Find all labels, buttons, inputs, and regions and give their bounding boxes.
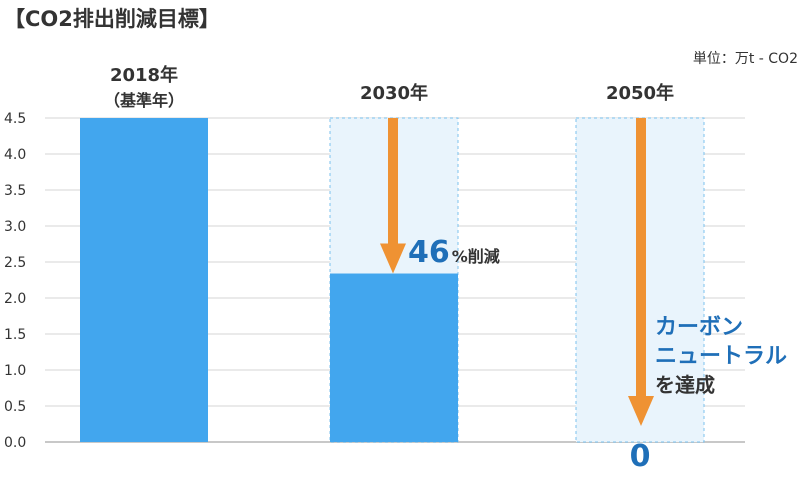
chart-title: 【CO2排出削減目標】 xyxy=(4,7,220,31)
neutral-line-1: カーボン xyxy=(655,315,743,340)
category-label: 2030年 xyxy=(360,82,428,104)
reduction-percent-text: %削減 xyxy=(452,247,500,266)
y-tick-label: 2.5 xyxy=(4,255,26,271)
unit-label: 単位：万t - CO2 xyxy=(693,51,798,67)
y-axis-ticks: 4.5 4.0 3.5 3.0 2.5 2.0 1.5 1.0 0.5 0.0 xyxy=(4,111,26,451)
y-tick-label: 1.5 xyxy=(4,327,26,343)
neutral-line-3: を達成 xyxy=(655,373,715,397)
zero-value-label: 0 xyxy=(630,439,651,474)
y-tick-label: 3.0 xyxy=(4,219,26,235)
svg-text:46%削減: 46 %削減 xyxy=(408,235,500,270)
reduction-arrow-2030年 xyxy=(380,118,406,274)
category-sublabel: （基準年） xyxy=(104,91,184,110)
y-tick-label: 0.0 xyxy=(4,435,26,451)
reduction-annotation-2030: 46 %削減 xyxy=(408,235,500,270)
y-tick-label: 4.0 xyxy=(4,147,26,163)
reduction-percent-number: 46 xyxy=(408,235,450,270)
reduction-arrow-2050年 xyxy=(628,118,654,426)
bars xyxy=(80,118,458,442)
y-tick-label: 1.0 xyxy=(4,363,26,379)
y-tick-label: 2.0 xyxy=(4,291,26,307)
reduction-arrows xyxy=(380,118,654,426)
category-label: 2050年 xyxy=(606,82,674,104)
bar-2018年 xyxy=(80,118,208,442)
category-label: 2018年 xyxy=(110,64,178,86)
y-tick-label: 0.5 xyxy=(4,399,26,415)
neutral-annotation-2050: カーボン ニュートラル を達成 xyxy=(655,315,787,397)
y-tick-label: 4.5 xyxy=(4,111,26,127)
y-tick-label: 3.5 xyxy=(4,183,26,199)
bar-2030年 xyxy=(330,273,458,442)
neutral-line-2: ニュートラル xyxy=(655,344,787,369)
category-labels: 2018年 （基準年） 2030年 2050年 xyxy=(104,64,674,110)
